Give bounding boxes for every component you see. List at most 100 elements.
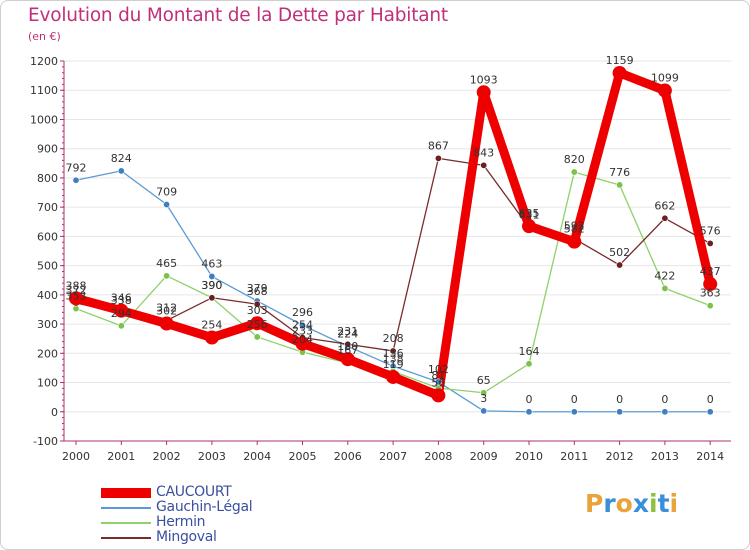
x-tick-label: 2014	[696, 450, 724, 463]
data-point	[253, 300, 261, 308]
legend-swatch-caucourt	[101, 488, 151, 498]
data-point	[706, 302, 714, 310]
data-label: 81	[431, 369, 445, 382]
legend-label-hermin: Hermin	[156, 514, 206, 530]
data-point	[69, 291, 83, 306]
legend-item-mingoval: Mingoval	[101, 529, 351, 545]
data-label: 0	[707, 393, 714, 406]
data-label: 0	[661, 393, 668, 406]
data-point	[434, 154, 442, 162]
data-label: 254	[201, 319, 222, 332]
x-tick-label: 2004	[243, 450, 271, 463]
data-label: 296	[292, 306, 313, 319]
data-point	[389, 347, 397, 355]
data-label: 338	[111, 294, 132, 307]
x-tick-label: 2003	[198, 450, 226, 463]
data-point	[706, 239, 714, 247]
data-label: 233	[292, 325, 313, 338]
y-tick-label: 700	[37, 201, 58, 214]
chart-title: Evolution du Montant de la Dette par Hab…	[28, 5, 448, 26]
data-label: 1159	[606, 54, 634, 67]
data-label: 820	[564, 153, 585, 166]
data-point	[208, 272, 216, 280]
data-label: 65	[477, 374, 491, 387]
data-label: 372	[66, 284, 87, 297]
data-label: 502	[609, 246, 630, 259]
data-label: 635	[519, 207, 540, 220]
data-point	[431, 388, 446, 403]
x-tick-label: 2013	[651, 450, 679, 463]
y-tick-label: 0	[51, 406, 58, 419]
data-label: 56	[431, 376, 445, 389]
logo-letter: t	[657, 489, 670, 518]
data-label: 776	[609, 166, 630, 179]
data-point	[570, 408, 578, 416]
data-point	[657, 83, 672, 98]
data-point	[253, 333, 261, 341]
logo-letter: o	[615, 489, 633, 518]
logo-letter: x	[632, 489, 649, 518]
data-label: 164	[519, 345, 540, 358]
y-tick-label: 300	[37, 318, 58, 331]
data-label: 582	[564, 223, 585, 236]
data-point	[295, 336, 310, 351]
logo-letter: r	[603, 489, 616, 518]
data-label: 631	[519, 208, 540, 221]
data-label: 422	[654, 269, 675, 282]
data-label: 180	[337, 340, 358, 353]
logo-letter: i	[649, 489, 658, 518]
data-point	[570, 168, 578, 176]
data-label: 824	[111, 152, 132, 165]
data-point	[250, 316, 265, 331]
data-label: 463	[201, 257, 222, 270]
x-tick-label: 2001	[107, 450, 135, 463]
y-tick-label: 1100	[30, 84, 58, 97]
legend-item-gauchin-legal: Gauchin-Légal	[101, 499, 351, 515]
data-label: 167	[337, 344, 358, 357]
data-point	[114, 303, 129, 318]
data-point	[344, 340, 352, 348]
data-label: 256	[247, 318, 268, 331]
data-label: 353	[66, 290, 87, 303]
x-tick-label: 2010	[515, 450, 543, 463]
legend-label-mingoval: Mingoval	[156, 529, 217, 545]
x-tick-label: 2006	[334, 450, 362, 463]
data-label: 208	[383, 332, 404, 345]
data-point	[480, 389, 488, 397]
legend-item-hermin: Hermin	[101, 514, 351, 530]
y-tick-label: 100	[37, 377, 58, 390]
data-label: 254	[292, 319, 313, 332]
data-label: 294	[111, 307, 132, 320]
data-label: 437	[700, 265, 721, 278]
data-label: 0	[616, 393, 623, 406]
data-point	[706, 408, 714, 416]
data-label: 312	[156, 302, 177, 315]
y-tick-label: 800	[37, 172, 58, 185]
data-label: 390	[201, 279, 222, 292]
chart-legend: CAUCOURT Gauchin-Légal Hermin Mingoval	[101, 484, 351, 545]
data-label: 843	[473, 146, 494, 159]
data-label: 303	[247, 304, 268, 317]
data-label: 138	[383, 352, 404, 365]
data-point	[616, 408, 624, 416]
legend-item-caucourt: CAUCOURT	[101, 484, 351, 500]
data-label: 662	[654, 199, 675, 212]
data-label: 1093	[470, 73, 498, 86]
y-tick-label: 1000	[30, 113, 58, 126]
y-tick-label: 900	[37, 143, 58, 156]
data-point	[163, 272, 171, 280]
logo-letter: i	[669, 489, 679, 518]
data-label: 368	[247, 285, 268, 298]
data-point	[661, 284, 669, 292]
data-point	[117, 167, 125, 175]
data-point	[117, 322, 125, 330]
logo-letter: P	[585, 489, 604, 518]
proxiti-logo: Proxiti	[585, 489, 678, 518]
data-point	[204, 330, 219, 345]
x-tick-label: 2008	[424, 450, 452, 463]
legend-label-gauchin-legal: Gauchin-Légal	[156, 499, 253, 515]
data-label: 363	[700, 287, 721, 300]
legend-swatch-gauchin-legal	[101, 507, 151, 509]
data-point	[476, 85, 491, 100]
data-point	[612, 65, 627, 80]
